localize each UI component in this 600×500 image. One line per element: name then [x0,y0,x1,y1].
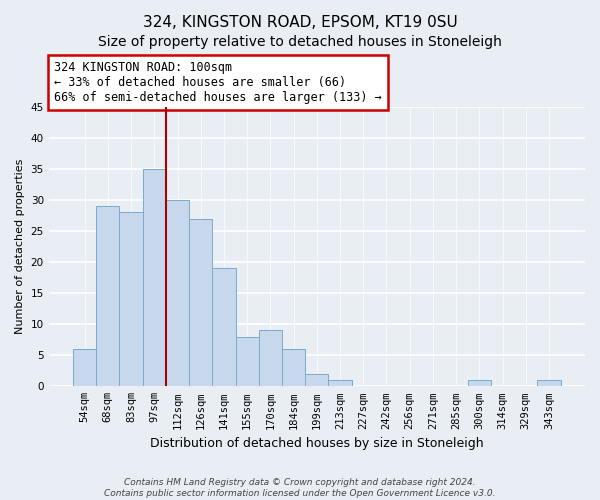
Bar [468,380,491,386]
Bar [305,374,328,386]
Bar [143,169,166,386]
Bar [328,380,352,386]
Bar [73,349,96,387]
Bar [96,206,119,386]
Bar [166,200,189,386]
Text: 324, KINGSTON ROAD, EPSOM, KT19 0SU: 324, KINGSTON ROAD, EPSOM, KT19 0SU [143,15,457,30]
Y-axis label: Number of detached properties: Number of detached properties [15,159,25,334]
Text: 324 KINGSTON ROAD: 100sqm
← 33% of detached houses are smaller (66)
66% of semi-: 324 KINGSTON ROAD: 100sqm ← 33% of detac… [54,61,382,104]
X-axis label: Distribution of detached houses by size in Stoneleigh: Distribution of detached houses by size … [150,437,484,450]
Bar [282,349,305,387]
Bar [236,336,259,386]
Text: Size of property relative to detached houses in Stoneleigh: Size of property relative to detached ho… [98,35,502,49]
Bar [538,380,560,386]
Bar [189,218,212,386]
Bar [259,330,282,386]
Bar [119,212,143,386]
Bar [212,268,236,386]
Text: Contains HM Land Registry data © Crown copyright and database right 2024.
Contai: Contains HM Land Registry data © Crown c… [104,478,496,498]
